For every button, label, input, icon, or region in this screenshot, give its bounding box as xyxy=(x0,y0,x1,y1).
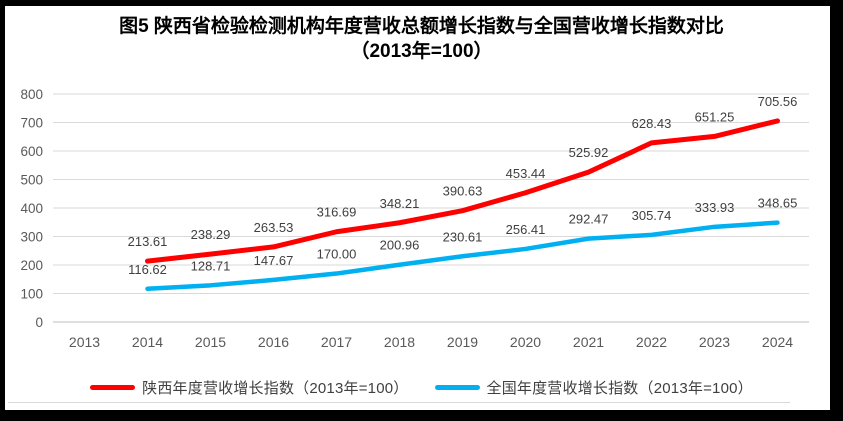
legend-item-0: 陕西年度营收增长指数（2013年=100） xyxy=(90,377,408,398)
data-label: 128.71 xyxy=(191,258,231,273)
x-tick-label: 2021 xyxy=(573,334,604,350)
legend-swatch-icon xyxy=(90,385,136,390)
data-label: 116.62 xyxy=(128,262,167,277)
data-label: 213.61 xyxy=(128,234,168,249)
bottom-divider xyxy=(8,402,790,403)
x-tick-label: 2016 xyxy=(258,334,289,350)
data-label: 238.29 xyxy=(191,227,231,242)
chart-title-line2: （2013年=100） xyxy=(350,41,493,62)
x-tick-label: 2017 xyxy=(321,334,352,350)
data-label: 348.65 xyxy=(758,196,798,211)
legend-label: 陕西年度营收增长指数（2013年=100） xyxy=(142,380,409,397)
data-label: 628.43 xyxy=(632,116,672,131)
legend-swatch-icon xyxy=(434,385,480,390)
y-tick-label: 100 xyxy=(20,287,43,302)
data-label: 390.63 xyxy=(443,184,483,199)
data-label: 333.93 xyxy=(695,200,735,215)
x-tick-label: 2014 xyxy=(132,334,163,350)
data-label: 230.61 xyxy=(443,229,483,244)
series-line-0 xyxy=(145,118,780,264)
chart-title: 图5 陕西省检验检测机构年度营收总额增长指数与全国营收增长指数对比 （2013年… xyxy=(0,14,843,64)
y-tick-label: 0 xyxy=(35,315,43,330)
data-label: 170.00 xyxy=(317,247,357,262)
data-label: 256.41 xyxy=(506,222,546,237)
data-label: 651.25 xyxy=(695,109,735,124)
y-tick-label: 500 xyxy=(20,173,43,188)
x-tick-label: 2023 xyxy=(699,334,730,350)
data-label: 705.56 xyxy=(758,94,798,109)
x-tick-label: 2015 xyxy=(195,334,226,350)
data-label: 263.53 xyxy=(254,220,294,235)
data-label: 453.44 xyxy=(506,166,546,181)
y-tick-label: 700 xyxy=(20,116,43,131)
y-tick-label: 300 xyxy=(20,230,43,245)
series-line-1 xyxy=(145,220,780,292)
x-tick-label: 2019 xyxy=(447,334,478,350)
data-label: 525.92 xyxy=(569,145,609,160)
y-tick-label: 800 xyxy=(20,87,43,102)
data-label: 200.96 xyxy=(380,238,420,253)
y-tick-label: 600 xyxy=(20,144,43,159)
x-tick-label: 2013 xyxy=(69,334,100,350)
data-label: 147.67 xyxy=(254,253,294,268)
data-label: 316.69 xyxy=(317,205,357,220)
data-label: 305.74 xyxy=(632,208,672,223)
legend-item-1: 全国年度营收增长指数（2013年=100） xyxy=(434,377,753,398)
x-tick-label: 2024 xyxy=(762,334,793,350)
chart-legend: 陕西年度营收增长指数（2013年=100） 全国年度营收增长指数（2013年=10… xyxy=(0,377,843,398)
data-label: 292.47 xyxy=(569,212,609,227)
x-tick-label: 2018 xyxy=(384,334,415,350)
chart-title-line1: 图5 陕西省检验检测机构年度营收总额增长指数与全国营收增长指数对比 xyxy=(119,16,724,37)
y-tick-label: 200 xyxy=(20,258,43,273)
y-tick-label: 400 xyxy=(20,201,43,216)
x-tick-label: 2022 xyxy=(636,334,667,350)
x-tick-label: 2020 xyxy=(510,334,541,350)
data-label: 348.21 xyxy=(380,196,420,211)
legend-label: 全国年度营收增长指数（2013年=100） xyxy=(486,380,753,397)
